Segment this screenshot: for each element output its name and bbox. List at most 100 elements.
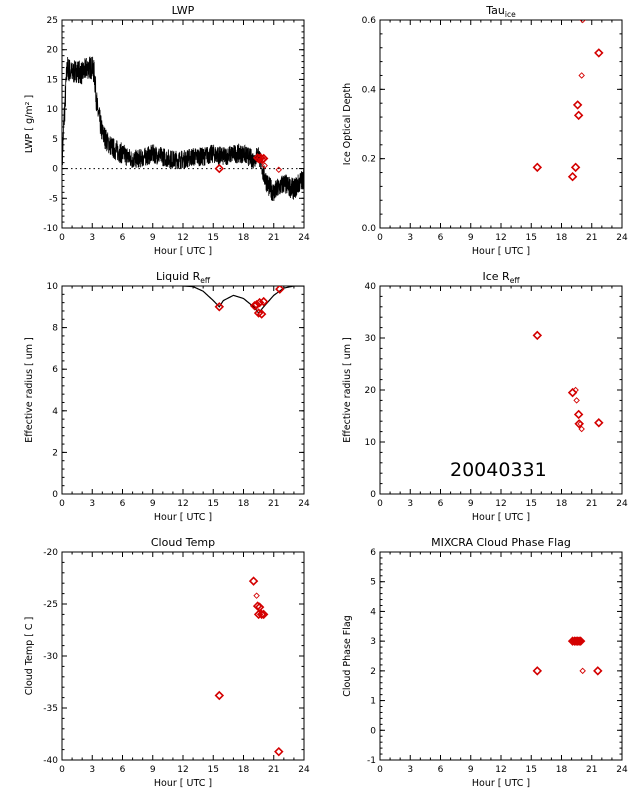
x-axis-title: Hour [ UTC ] xyxy=(472,246,530,257)
plot-area xyxy=(214,576,284,757)
chart-title: Ice Reff xyxy=(483,270,521,285)
y-axis-title: Ice Optical Depth xyxy=(342,83,353,165)
plot-frame xyxy=(379,551,623,761)
y-tick-label: 0 xyxy=(370,726,376,736)
x-tick-label: 3 xyxy=(407,765,413,775)
data-point xyxy=(578,72,585,79)
y-tick-label: 8 xyxy=(52,324,58,334)
plot-frame xyxy=(61,551,305,761)
x-tick-label: 9 xyxy=(468,233,474,243)
y-tick-label: 10 xyxy=(47,105,59,115)
y-axis-title: Cloud Temp [ C ] xyxy=(24,617,35,696)
y-tick-label: -5 xyxy=(49,194,58,204)
x-tick-label: 6 xyxy=(120,499,126,509)
y-tick-label: 6 xyxy=(52,365,58,375)
y-tick-label: 20 xyxy=(47,46,59,56)
x-tick-label: 6 xyxy=(120,233,126,243)
y-tick-label: 3 xyxy=(370,637,376,647)
x-axis-title: Hour [ UTC ] xyxy=(154,512,212,523)
y-tick-label: 25 xyxy=(47,16,58,26)
x-tick-label: 0 xyxy=(377,233,383,243)
x-tick-label: 24 xyxy=(616,499,628,509)
plot-area xyxy=(532,330,604,433)
x-tick-label: 9 xyxy=(150,499,156,509)
x-tick-label: 3 xyxy=(89,233,95,243)
x-tick-label: 21 xyxy=(268,765,279,775)
data-point xyxy=(573,110,584,121)
data-point xyxy=(573,397,580,404)
y-tick-label: 0 xyxy=(370,490,376,500)
chart-title: Tauice xyxy=(485,4,516,19)
lwp-trace xyxy=(62,56,304,202)
y-tick-label: 0.2 xyxy=(362,155,376,165)
x-tick-label: 21 xyxy=(268,499,279,509)
x-tick-label: 3 xyxy=(89,765,95,775)
x-tick-label: 9 xyxy=(150,765,156,775)
y-axis-title: Cloud Phase Flag xyxy=(342,615,353,697)
x-tick-label: 15 xyxy=(526,233,537,243)
x-tick-label: 0 xyxy=(377,765,383,775)
chart-title: MIXCRA Cloud Phase Flag xyxy=(431,536,571,549)
x-tick-label: 15 xyxy=(208,765,219,775)
y-tick-label: 2 xyxy=(52,448,58,458)
y-axis-title: Effective radius [ um ] xyxy=(342,337,353,443)
x-tick-label: 6 xyxy=(438,499,444,509)
y-tick-label: 5 xyxy=(52,135,58,145)
y-tick-label: 20 xyxy=(365,386,377,396)
x-tick-label: 9 xyxy=(468,765,474,775)
y-tick-label: 4 xyxy=(52,407,58,417)
y-tick-label: 0.4 xyxy=(362,85,377,95)
plot-frame xyxy=(61,285,305,495)
data-point xyxy=(532,666,543,676)
data-point xyxy=(275,286,285,294)
x-tick-label: 18 xyxy=(238,499,250,509)
x-tick-label: 15 xyxy=(208,499,219,509)
data-point xyxy=(258,296,269,307)
y-tick-label: 4 xyxy=(370,607,376,617)
x-tick-label: 12 xyxy=(495,233,506,243)
data-point xyxy=(579,20,586,24)
x-tick-label: 12 xyxy=(495,499,506,509)
data-point xyxy=(251,299,262,310)
x-tick-label: 12 xyxy=(177,233,188,243)
plot-area xyxy=(182,286,304,319)
chart-title: Liquid Reff xyxy=(156,270,211,285)
chart-tau: Tauice 0 3 6 9 12 15 18 21 24 0.0 0.2 0.4 0.6 Hour [ U… xyxy=(342,4,628,257)
x-tick-label: 3 xyxy=(407,499,413,509)
x-tick-label: 18 xyxy=(556,233,568,243)
y-tick-label: 2 xyxy=(370,667,376,677)
data-point xyxy=(578,425,585,433)
data-point xyxy=(572,100,583,110)
data-point xyxy=(214,163,225,174)
x-tick-label: 18 xyxy=(556,765,568,775)
x-tick-label: 9 xyxy=(468,499,474,509)
data-point xyxy=(258,609,269,620)
data-point xyxy=(574,636,584,646)
y-tick-label: -20 xyxy=(43,548,58,558)
data-point xyxy=(258,153,269,164)
x-tick-label: 24 xyxy=(298,499,310,509)
data-point xyxy=(256,309,267,319)
y-tick-label: 10 xyxy=(365,438,377,448)
y-tick-label: 10 xyxy=(47,282,59,292)
x-axis-title: Hour [ UTC ] xyxy=(472,778,530,789)
data-point xyxy=(573,409,584,420)
x-tick-label: 24 xyxy=(298,233,310,243)
plot-area xyxy=(62,56,304,202)
x-tick-label: 24 xyxy=(616,233,628,243)
plot-frame xyxy=(61,19,305,229)
x-tick-label: 0 xyxy=(59,499,65,509)
y-tick-label: -35 xyxy=(43,704,58,714)
data-point xyxy=(572,636,583,646)
data-point xyxy=(214,302,225,312)
x-tick-label: 0 xyxy=(59,233,65,243)
x-tick-label: 15 xyxy=(526,499,537,509)
x-tick-label: 6 xyxy=(120,765,126,775)
x-tick-label: 0 xyxy=(59,765,65,775)
data-point xyxy=(594,418,604,428)
x-tick-label: 21 xyxy=(268,233,279,243)
data-point xyxy=(256,609,267,620)
y-tick-label: -25 xyxy=(43,600,58,610)
